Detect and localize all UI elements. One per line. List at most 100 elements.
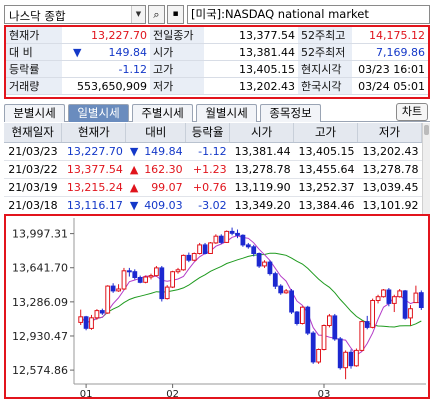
col-header[interactable]: 현재가 [61, 123, 127, 143]
daily-row[interactable]: 21/03/23 13,227.70 ▼ 149.84 -1.12 13,381.44 13… [4, 142, 422, 161]
candle-body [116, 288, 121, 292]
daily-table: 현재일자 현재가 대비 등락율 시가 고가 저가 21/03/23 13,227.… [4, 123, 422, 215]
down-arrow-icon: ▼ [73, 45, 82, 59]
col-header[interactable]: 현재일자 [4, 123, 63, 143]
cell-change: ▲ 99.07 [125, 178, 186, 197]
change-amount: 149.84 [108, 45, 148, 59]
cell-low: 13,039.45 [357, 178, 422, 197]
quote-row: 대 비 ▼ 149.84 시가 13,381.44 52주최저 7,169.86 [6, 43, 428, 61]
cell-date: 21/03/22 [4, 160, 62, 179]
candle-body [127, 270, 132, 273]
candle-body [418, 292, 424, 308]
quote-table: 현재가 13,227.70 전일종가 13,377.54 52주최고 14,17… [6, 27, 428, 95]
candle-body [294, 311, 300, 324]
dropdown-arrow-icon[interactable]: ▼ [131, 6, 145, 23]
candle-body [197, 244, 202, 254]
candle-body [132, 271, 138, 279]
high-price: 13,405.15 [204, 60, 298, 78]
table-scrollbar[interactable] [422, 123, 430, 215]
daily-row[interactable]: 21/03/18 13,116.17 ▼ 409.03 -3.02 13,349.20 13… [4, 196, 422, 215]
current-price: 13,227.70 [62, 27, 150, 44]
cell-open: 13,278.78 [229, 160, 294, 179]
cell-price: 13,227.70 [61, 142, 126, 161]
candle-body [78, 316, 84, 323]
pin-icon[interactable]: ▪ [167, 5, 184, 24]
moving-average-short [80, 235, 422, 356]
cell-date: 21/03/23 [4, 142, 62, 161]
col-header[interactable]: 시가 [229, 123, 295, 143]
candle-body [289, 290, 295, 313]
candle-body [272, 273, 278, 287]
change-amount: 149.84 [144, 144, 183, 158]
quote-label: 한국시각 [298, 77, 352, 95]
quote-row: 거래량 553,650,909 저가 13,202.43 한국시각 03/24 … [6, 77, 428, 95]
tab-daily[interactable]: 일별시세 [68, 104, 129, 122]
candle-body [83, 316, 89, 329]
candle-body [224, 230, 230, 243]
cell-price: 13,215.24 [61, 178, 126, 197]
cell-high: 13,252.37 [293, 178, 358, 197]
candle-body [310, 332, 316, 363]
cell-open: 13,381.44 [229, 142, 294, 161]
candle-body [305, 306, 311, 334]
quote-row: 등락률 -1.12 고가 13,405.15 현지시각 03/23 16:01 [6, 60, 428, 78]
quote-label: 52주최고 [298, 27, 352, 44]
candle-body [327, 315, 332, 327]
col-header[interactable]: 대비 [125, 123, 187, 143]
candle-body [300, 306, 305, 324]
candle-body [402, 290, 408, 319]
col-header[interactable]: 고가 [293, 123, 359, 143]
tab-monthly[interactable]: 월별시세 [196, 104, 257, 122]
x-tick-label: 02 [166, 389, 179, 399]
candle-body [137, 277, 143, 283]
candle-body [381, 289, 386, 298]
chart-button[interactable]: 차트 [396, 103, 428, 121]
search-bar: 나스닥 종합 ▼ ⌕ ▪ [미국]:NASDAQ national market [4, 4, 430, 26]
candle-body [262, 261, 267, 267]
down-arrow-icon: ▼ [129, 198, 139, 212]
candle-body [202, 244, 208, 254]
cell-high: 13,455.64 [293, 160, 358, 179]
candle-body [121, 270, 127, 290]
quote-label: 거래량 [6, 77, 62, 95]
daily-row[interactable]: 21/03/22 13,377.54 ▲ 162.30 +1.23 13,278.78 13… [4, 160, 422, 179]
cell-date: 21/03/19 [4, 178, 62, 197]
y-tick-label: 13,641.70 [12, 262, 68, 275]
candle-body [229, 230, 235, 234]
tab-info[interactable]: 종목정보 [260, 104, 321, 122]
korea-time: 03/24 05:01 [352, 77, 428, 95]
cell-low: 13,278.78 [357, 160, 422, 179]
x-tick-label: 01 [80, 389, 93, 399]
tab-weekly[interactable]: 주별시세 [132, 104, 193, 122]
col-header[interactable]: 저가 [357, 123, 422, 143]
candle-body [354, 349, 359, 367]
search-icon[interactable]: ⌕ [148, 5, 165, 24]
quote-label: 시가 [150, 43, 204, 61]
quote-label: 현지시각 [298, 60, 352, 78]
candle-body [110, 285, 116, 292]
chart-panel-highlight [4, 214, 430, 399]
index-select[interactable]: 나스닥 종합 ▼ [4, 5, 146, 24]
candle-body [256, 253, 262, 267]
market-label: [미국]:NASDAQ national market [187, 5, 430, 24]
tab-minute[interactable]: 분별시세 [4, 104, 65, 122]
cell-rate: +0.76 [185, 178, 230, 197]
prev-close: 13,377.54 [204, 27, 298, 44]
y-tick-label: 12,930.47 [12, 330, 68, 343]
cell-rate: -1.12 [185, 142, 230, 161]
quote-label: 52주최저 [298, 43, 352, 61]
col-header[interactable]: 등락율 [185, 123, 231, 143]
candle-body [170, 271, 175, 288]
change-amount: 162.30 [144, 162, 183, 176]
cell-change: ▲ 162.30 [125, 160, 186, 179]
scrollbar-thumb[interactable] [424, 125, 429, 135]
candle-body [186, 254, 192, 261]
candle-body [391, 296, 397, 304]
candle-body [89, 317, 94, 329]
cell-price: 13,116.17 [61, 196, 126, 215]
candle-body [154, 267, 159, 277]
candle-body [175, 269, 181, 273]
daily-row[interactable]: 21/03/19 13,215.24 ▲ 99.07 +0.76 13,119.90 13,… [4, 178, 422, 197]
quote-label: 저가 [150, 77, 204, 95]
candle-body [240, 234, 246, 246]
